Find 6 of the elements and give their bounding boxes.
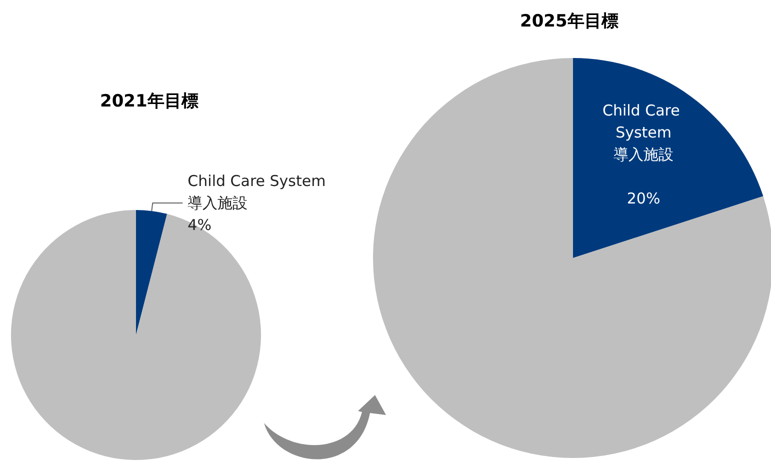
chart-title: 2021年目標: [100, 92, 198, 112]
data-label: 4%: [188, 216, 212, 234]
chart-title: 2025年目標: [520, 12, 618, 32]
slice-label: Child Care System 導入施設: [188, 172, 326, 212]
data-label: 20%: [626, 190, 660, 208]
slice-label: Child Care System 導入施設: [602, 102, 685, 164]
